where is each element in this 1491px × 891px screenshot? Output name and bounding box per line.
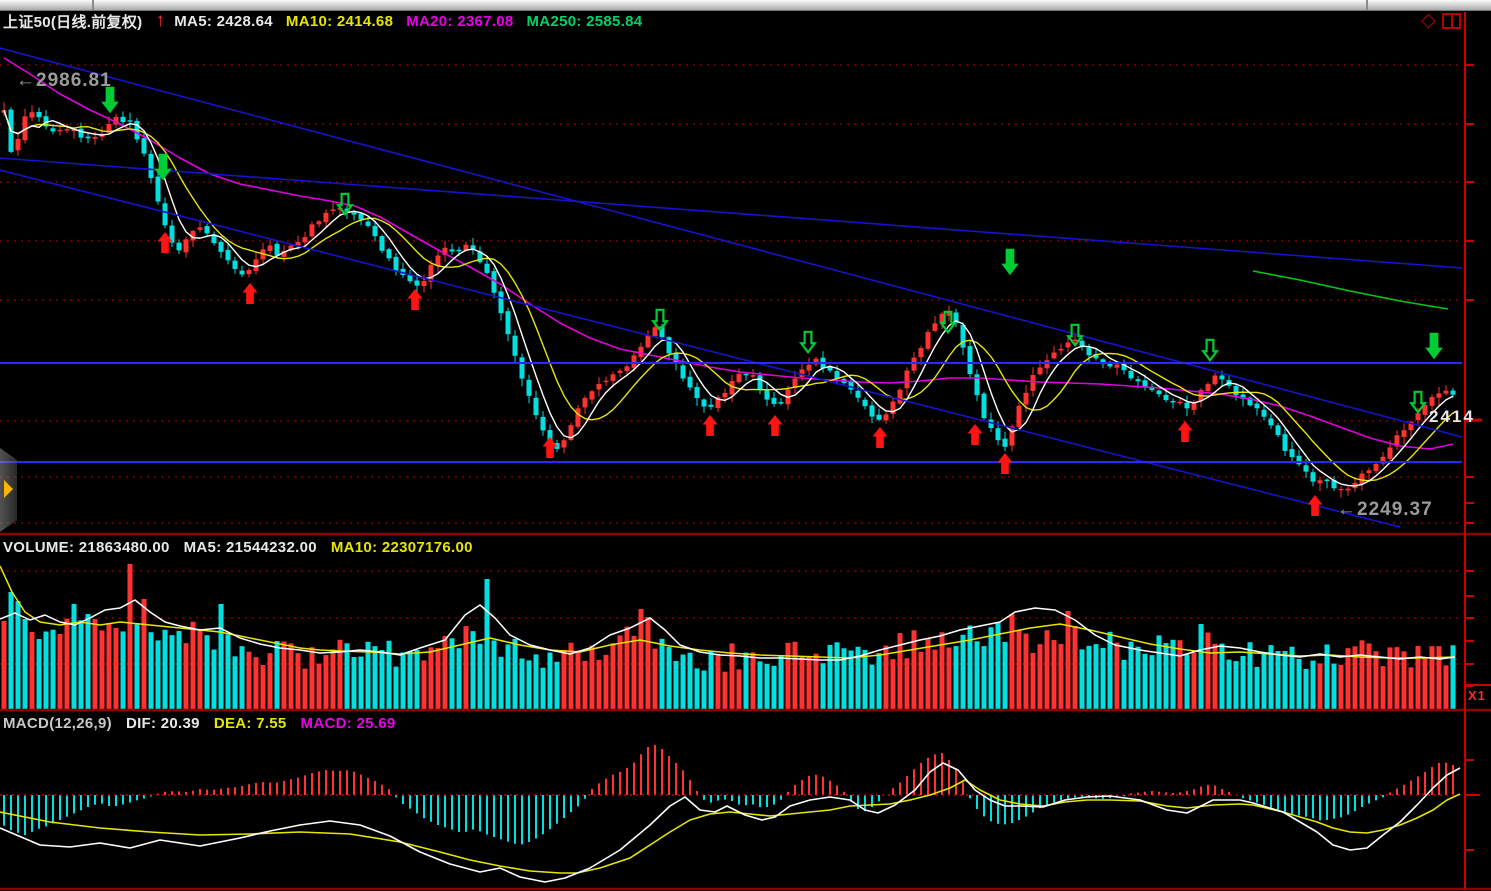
main-price-pane [0, 47, 1463, 528]
volume-ma10-value: MA10: 22307176.00 [330, 539, 473, 556]
macd-value: MACD: 25.69 [300, 715, 396, 732]
axes-and-borders [0, 12, 1491, 891]
volume-value: VOLUME: 21863480.00 [3, 539, 170, 556]
chart-title-bar: 上证50(日线.前复权) ↑ MA5: 2428.64 MA10: 2414.6… [0, 11, 1491, 31]
diamond-tool-icon[interactable]: ◇ [1421, 10, 1436, 31]
macd-indicator-name: MACD(12,26,9) [3, 715, 112, 732]
toolbar-edge-notch [1366, 0, 1368, 10]
dea-value: DEA: 7.55 [213, 715, 287, 732]
period-high-label: ←2986.81 [16, 70, 112, 91]
ma20-value: MA20: 2367.08 [406, 12, 514, 30]
last-price-label: 2414 [1429, 407, 1475, 426]
ma10-value: MA10: 2414.68 [285, 12, 394, 30]
volume-scale-label: X1 [1468, 688, 1486, 703]
macd-pane [0, 744, 1462, 883]
volume-pane-header: VOLUME: 21863480.00 MA5: 21544232.00 MA1… [3, 539, 473, 556]
volume-ma5-value: MA5: 21544232.00 [183, 539, 317, 556]
toolbar-edge-notch [92, 0, 94, 10]
expand-right-icon [4, 480, 13, 498]
symbol-title: 上证50(日线.前复权) [3, 13, 143, 31]
sidebar-expander-handle[interactable] [0, 448, 17, 532]
window-top-strip [0, 0, 1491, 11]
macd-pane-header: MACD(12,26,9) DIF: 20.39 DEA: 7.55 MACD:… [3, 715, 396, 732]
period-low-label: ←2249.37 [1337, 499, 1433, 520]
split-window-icon[interactable] [1442, 13, 1461, 29]
ma250-value: MA250: 2585.84 [526, 12, 643, 30]
volume-pane [0, 564, 1462, 709]
trend-up-arrow-icon: ↑ [155, 10, 166, 31]
dif-value: DIF: 20.39 [125, 715, 200, 732]
ma5-value: MA5: 2428.64 [174, 12, 273, 30]
